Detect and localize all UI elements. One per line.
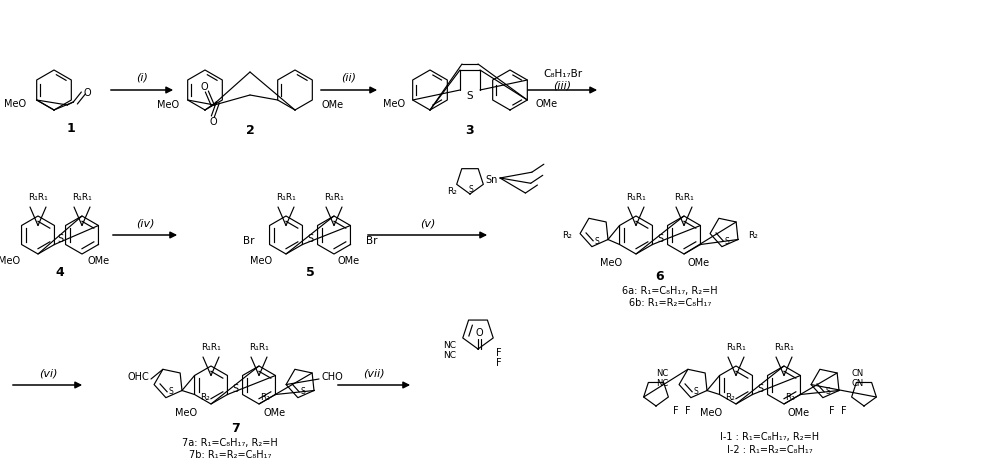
Text: MeO: MeO: [383, 99, 405, 109]
Text: R₁R₁: R₁R₁: [276, 192, 296, 202]
Text: NC: NC: [443, 340, 456, 349]
Text: 2: 2: [246, 123, 254, 136]
Text: MeO: MeO: [600, 258, 622, 268]
Text: 7: 7: [231, 423, 239, 436]
Text: OMe: OMe: [321, 100, 343, 110]
Text: R₁R₁: R₁R₁: [774, 342, 794, 351]
Text: 1: 1: [67, 121, 75, 135]
Text: S: S: [469, 184, 473, 194]
Text: (iii): (iii): [553, 80, 572, 90]
Text: OMe: OMe: [338, 256, 360, 266]
Text: MeO: MeO: [4, 99, 26, 109]
Text: 5: 5: [306, 266, 314, 280]
Text: R₁R₁: R₁R₁: [726, 342, 746, 351]
Text: OHC: OHC: [127, 372, 149, 382]
Text: F: F: [673, 406, 679, 416]
Text: MeO: MeO: [157, 100, 179, 110]
Text: F: F: [829, 406, 835, 416]
Text: S: S: [725, 236, 729, 245]
Text: (ii): (ii): [342, 73, 356, 83]
Text: R₂: R₂: [562, 230, 572, 240]
Text: MeO: MeO: [250, 256, 272, 266]
Text: CN: CN: [852, 369, 864, 378]
Text: R₂: R₂: [200, 393, 210, 401]
Text: (vi): (vi): [39, 368, 57, 378]
Text: R₁R₁: R₁R₁: [626, 192, 646, 202]
Text: NC: NC: [656, 378, 668, 387]
Text: I-1 : R₁=C₈H₁₇, R₂=H: I-1 : R₁=C₈H₁₇, R₂=H: [720, 432, 820, 442]
Text: R₁R₁: R₁R₁: [72, 192, 92, 202]
Text: R₂: R₂: [748, 230, 758, 240]
Text: OMe: OMe: [788, 408, 810, 418]
Text: (iv): (iv): [136, 218, 154, 228]
Text: NC: NC: [656, 369, 668, 378]
Text: CN: CN: [852, 378, 864, 387]
Text: 4: 4: [56, 266, 64, 280]
Text: R₁R₁: R₁R₁: [674, 192, 694, 202]
Text: I-2 : R₁=R₂=C₈H₁₇: I-2 : R₁=R₂=C₈H₁₇: [727, 445, 813, 455]
Text: NC: NC: [443, 350, 456, 360]
Text: R₁R₁: R₁R₁: [28, 192, 48, 202]
Text: S: S: [657, 234, 663, 244]
Text: F: F: [496, 348, 502, 358]
Text: (i): (i): [136, 73, 148, 83]
Text: MeO: MeO: [0, 256, 20, 266]
Text: O: O: [84, 88, 91, 98]
Text: S: S: [826, 387, 830, 396]
Text: Br: Br: [366, 236, 378, 246]
Text: S: S: [301, 387, 305, 396]
Text: S: S: [307, 234, 313, 244]
Text: C₈H₁₇Br: C₈H₁₇Br: [543, 69, 582, 79]
Text: OMe: OMe: [88, 256, 110, 266]
Text: R₁R₁: R₁R₁: [249, 342, 269, 351]
Text: S: S: [757, 384, 763, 394]
Text: R₂: R₂: [725, 393, 735, 401]
Text: (vii): (vii): [363, 368, 385, 378]
Text: S: S: [169, 387, 173, 396]
Text: 7b: R₁=R₂=C₈H₁₇: 7b: R₁=R₂=C₈H₁₇: [189, 450, 271, 460]
Text: 6b: R₁=R₂=C₈H₁₇: 6b: R₁=R₂=C₈H₁₇: [629, 298, 711, 308]
Text: (v): (v): [420, 218, 435, 228]
Text: S: S: [595, 236, 599, 245]
Text: F: F: [496, 358, 502, 368]
Text: O: O: [475, 328, 483, 338]
Text: R₁R₁: R₁R₁: [324, 192, 344, 202]
Text: OMe: OMe: [688, 258, 710, 268]
Text: 6a: R₁=C₈H₁₇, R₂=H: 6a: R₁=C₈H₁₇, R₂=H: [622, 286, 718, 296]
Text: S: S: [232, 384, 238, 394]
Text: MeO: MeO: [700, 408, 722, 418]
Text: Sn: Sn: [486, 175, 498, 185]
Text: R₂: R₂: [785, 393, 795, 401]
Text: S: S: [467, 91, 473, 101]
Text: CHO: CHO: [321, 372, 343, 382]
Text: 7a: R₁=C₈H₁₇, R₂=H: 7a: R₁=C₈H₁₇, R₂=H: [182, 438, 278, 448]
Text: S: S: [57, 234, 63, 244]
Text: S: S: [694, 387, 698, 396]
Text: R₂: R₂: [260, 393, 270, 401]
Text: R₁R₁: R₁R₁: [201, 342, 221, 351]
Text: 6: 6: [656, 271, 664, 283]
Text: OMe: OMe: [263, 408, 285, 418]
Text: O: O: [201, 82, 208, 92]
Text: MeO: MeO: [175, 408, 197, 418]
Text: Br: Br: [242, 236, 254, 246]
Text: R₂: R₂: [447, 188, 457, 197]
Text: 3: 3: [466, 123, 474, 136]
Text: OMe: OMe: [535, 99, 557, 109]
Text: F: F: [685, 406, 691, 416]
Text: O: O: [210, 117, 217, 127]
Text: F: F: [841, 406, 847, 416]
